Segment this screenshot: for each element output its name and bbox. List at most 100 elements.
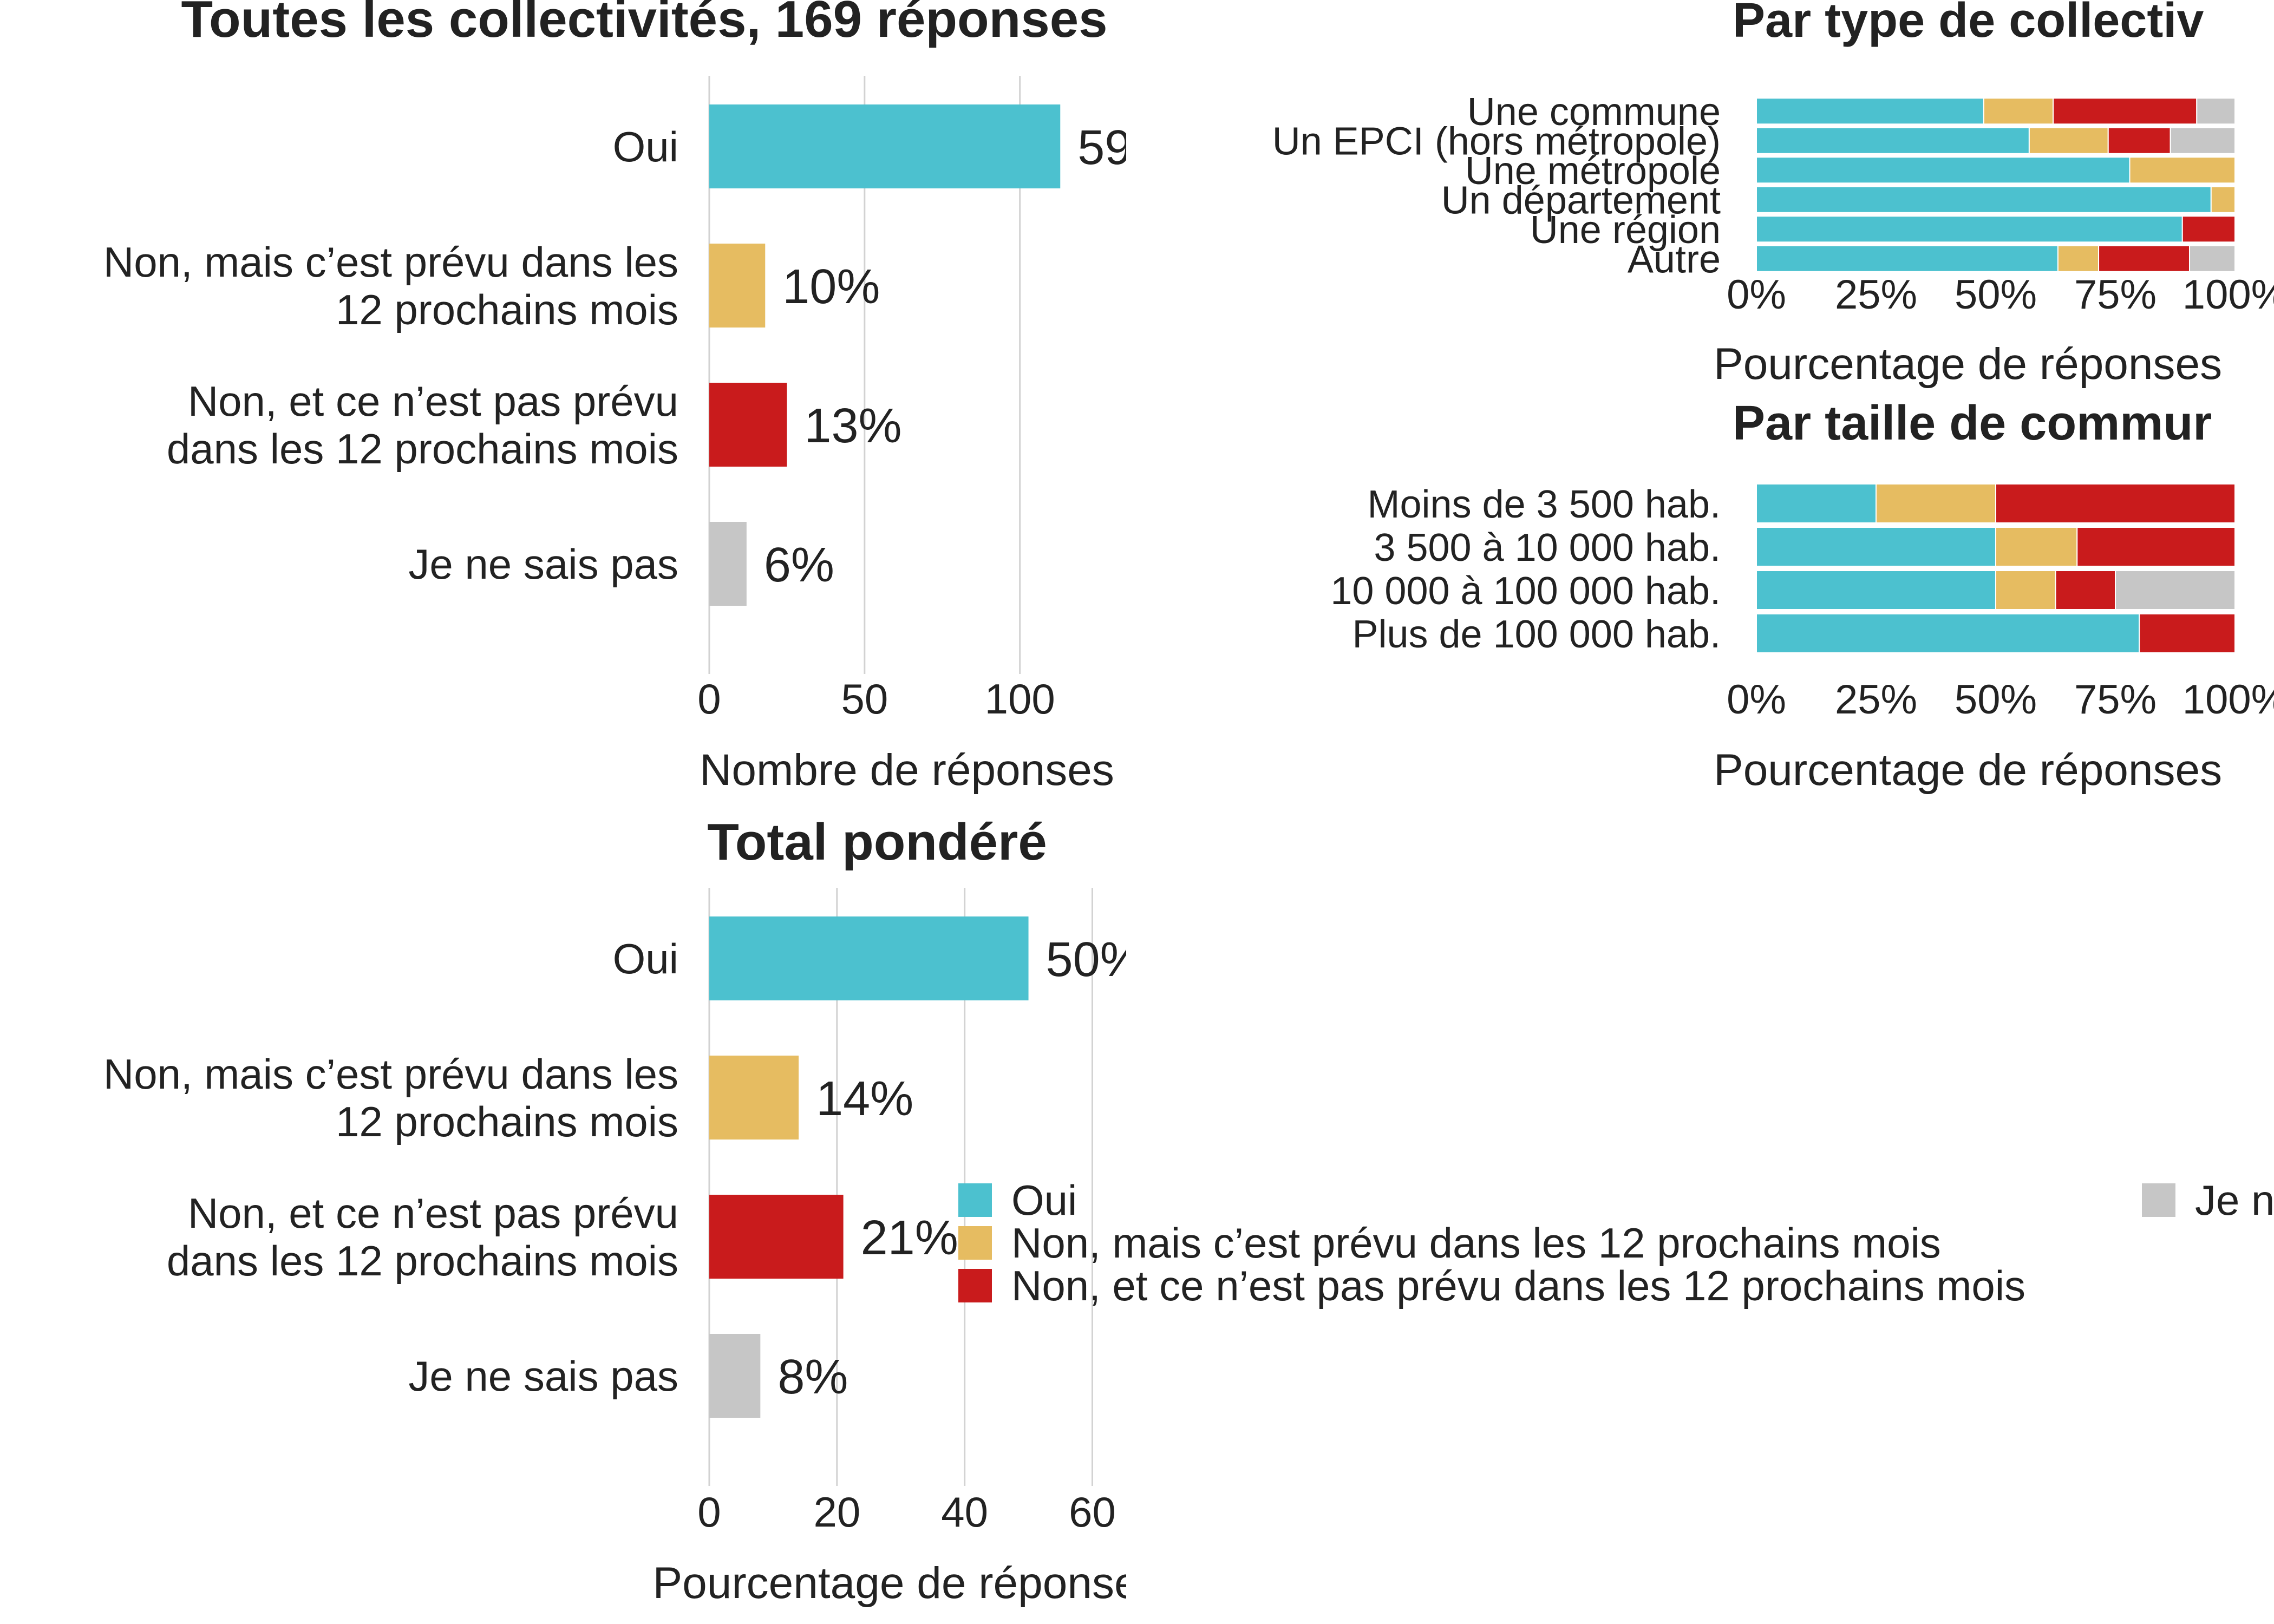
- pondere-x-tick-label: 60: [1069, 1488, 1116, 1536]
- type-bar-segment: [1756, 156, 2131, 184]
- type-category-label: Une métropole: [1465, 149, 1721, 193]
- type-x-tick-label: 25%: [1835, 272, 1917, 318]
- taille-title: Par taille de commur: [1733, 396, 2212, 450]
- taille-x-tick-label: 0%: [1727, 677, 1786, 723]
- type-bar-segment: [2057, 245, 2100, 272]
- taille-bar-segment: [1756, 527, 1996, 567]
- taille-bar-segment: [1756, 483, 1877, 523]
- toutes-category-label: 12 prochains mois: [336, 286, 678, 333]
- taille-bar-segment: [1995, 570, 2056, 610]
- legend-swatch: [2142, 1183, 2175, 1217]
- pondere-category-label: dans les 12 prochains mois: [167, 1237, 678, 1285]
- type-bar-segment: [2196, 97, 2236, 125]
- type-bar-segment: [2170, 127, 2236, 154]
- type-bar-segment: [1756, 215, 2183, 243]
- taille-x-axis-title: Pourcentage de réponses: [1714, 745, 2222, 795]
- type-title: Par type de collectiv: [1733, 0, 2204, 48]
- taille-chart: Par taille de commur Moins de 3 500 hab.3…: [1330, 396, 2274, 795]
- type-x-axis-title: Pourcentage de réponses: [1714, 339, 2222, 389]
- toutes-bar: [709, 383, 787, 467]
- type-category-label: Un EPCI (hors métropole): [1272, 120, 1721, 163]
- pondere-data-label: 8%: [777, 1350, 848, 1404]
- taille-category-label: Moins de 3 500 hab.: [1368, 483, 1721, 526]
- type-bar-segment: [2181, 215, 2236, 243]
- type-x-tick-label: 100%: [2182, 272, 2274, 318]
- type-category-label: Une région: [1530, 208, 1721, 252]
- pondere-category-label: Je ne sais pas: [408, 1352, 678, 1400]
- type-bar-segment: [2098, 245, 2191, 272]
- taille-bar-segment: [1876, 483, 1996, 523]
- taille-bar-segment: [2115, 570, 2236, 610]
- taille-bar-segment: [2076, 527, 2236, 567]
- type-bar-segment: [1756, 127, 2030, 154]
- toutes-data-label: 13%: [804, 399, 901, 453]
- legend-label: Non, et ce n’est pas prévu dans les 12 p…: [1011, 1262, 2025, 1309]
- type-bar-segment: [2129, 156, 2236, 184]
- legend-swatch: [958, 1183, 992, 1217]
- pondere-title: Total pondéré: [707, 813, 1047, 871]
- taille-x-tick-label: 75%: [2074, 677, 2157, 723]
- taille-bar-segment: [2139, 613, 2236, 653]
- toutes-chart: Toutes les collectivités, 169 réponses 0 5…: [103, 0, 1132, 795]
- pondere-data-label: 21%: [861, 1211, 958, 1265]
- pondere-data-label: 14%: [816, 1072, 913, 1126]
- taille-category-label: Plus de 100 000 hab.: [1352, 613, 1721, 656]
- type-x-tick-label: 50%: [1955, 272, 2037, 318]
- type-bar-segment: [1983, 97, 2054, 125]
- taille-bar-segment: [1756, 570, 1996, 610]
- pondere-x-axis-title: Pourcentage de réponses: [652, 1558, 1161, 1608]
- type-bar-segment: [2053, 97, 2198, 125]
- type-bar-segment: [1756, 97, 1984, 125]
- legend-label: Non, mais c’est prévu dans les 12 procha…: [1011, 1219, 1941, 1267]
- toutes-data-label: 10%: [782, 260, 880, 314]
- pondere-category-label: 12 prochains mois: [336, 1098, 678, 1145]
- pondere-bar: [709, 1195, 844, 1279]
- toutes-category-label: Je ne sais pas: [408, 540, 678, 588]
- pondere-data-label: 50%: [1046, 933, 1143, 987]
- toutes-x-axis-title: Nombre de réponses: [700, 745, 1114, 795]
- taille-bar-segment: [1756, 613, 2140, 653]
- toutes-category-label: dans les 12 prochains mois: [167, 425, 678, 473]
- type-bar-segment: [1756, 245, 2059, 272]
- pondere-bar: [709, 1334, 761, 1418]
- taille-category-label: 10 000 à 100 000 hab.: [1330, 569, 1721, 613]
- pondere-category-label: Non, et ce n’est pas prévu: [188, 1189, 678, 1237]
- pondere-x-tick-label: 20: [813, 1488, 860, 1536]
- toutes-category-label: Non, mais c’est prévu dans les: [103, 238, 678, 286]
- pondere-x-tick-label: 0: [697, 1488, 721, 1536]
- type-bar-segment: [2107, 127, 2171, 154]
- toutes-category-label: Non, et ce n’est pas prévu: [188, 377, 678, 425]
- pondere-category-label: Non, mais c’est prévu dans les: [103, 1050, 678, 1098]
- taille-category-label: 3 500 à 10 000 hab.: [1374, 526, 1721, 569]
- legend-swatch: [958, 1269, 992, 1302]
- pondere-category-label: Oui: [613, 935, 678, 983]
- pondere-bar: [709, 916, 1029, 1000]
- type-x-tick-label: 75%: [2074, 272, 2157, 318]
- toutes-bar: [709, 244, 766, 328]
- toutes-data-label: 59: [1077, 121, 1132, 175]
- toutes-x-tick-label: 0: [697, 675, 721, 723]
- type-bar-segment: [2028, 127, 2109, 154]
- taille-bar-segment: [2055, 570, 2116, 610]
- type-bar-segment: [2189, 245, 2236, 272]
- toutes-x-tick-label: 100: [985, 675, 1055, 723]
- type-category-label: Une commune: [1467, 90, 1721, 134]
- toutes-title: Toutes les collectivités, 169 réponses: [181, 0, 1108, 48]
- type-bar-segment: [2210, 186, 2236, 213]
- taille-bar-segment: [1995, 527, 2078, 567]
- type-category-label: Autre: [1628, 238, 1721, 281]
- type-bar-segment: [1756, 186, 2212, 213]
- taille-bar-segment: [1995, 483, 2236, 523]
- type-x-tick-label: 0%: [1727, 272, 1786, 318]
- pondere-bar: [709, 1056, 799, 1140]
- legend-label: Oui: [1011, 1176, 1077, 1224]
- toutes-category-label: Oui: [613, 123, 678, 171]
- toutes-bar: [709, 104, 1061, 188]
- legend-swatch: [958, 1226, 992, 1260]
- pondere-x-tick-label: 40: [941, 1488, 988, 1536]
- toutes-data-label: 6%: [764, 538, 834, 592]
- taille-x-tick-label: 100%: [2182, 677, 2274, 723]
- type-category-label: Un département: [1441, 179, 1721, 222]
